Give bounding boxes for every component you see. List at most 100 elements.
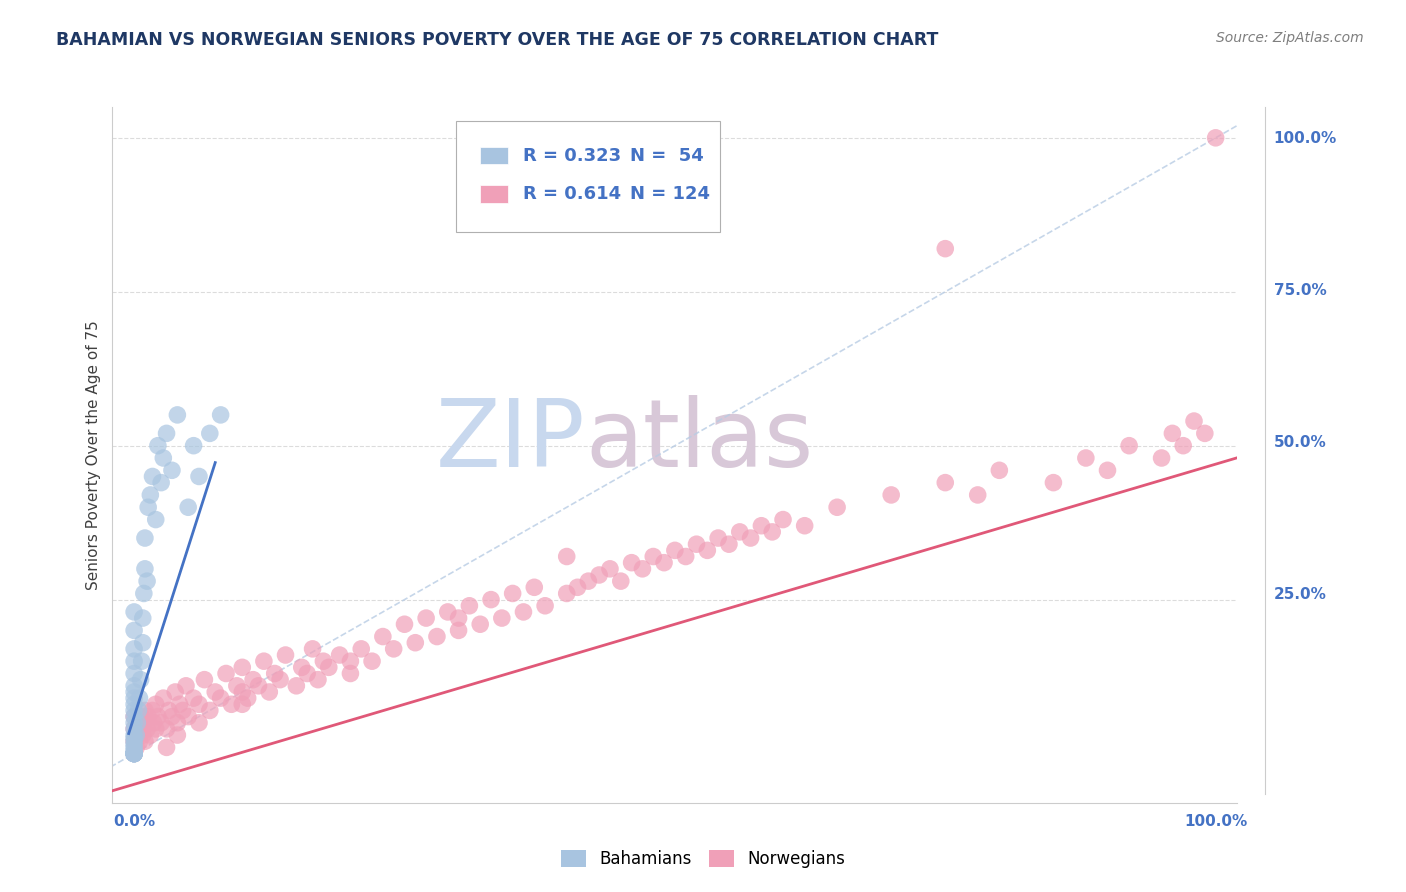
Point xyxy=(583,592,606,607)
Point xyxy=(222,702,245,716)
Point xyxy=(783,525,806,540)
Point xyxy=(204,696,226,710)
Point xyxy=(214,683,236,698)
Point xyxy=(499,605,522,619)
Point xyxy=(186,738,208,752)
FancyBboxPatch shape xyxy=(531,185,560,202)
Point xyxy=(217,732,239,747)
Point xyxy=(657,568,679,582)
Point xyxy=(468,605,491,619)
Point xyxy=(437,635,460,649)
Point xyxy=(188,707,211,722)
Point xyxy=(290,690,312,704)
Point xyxy=(207,714,229,728)
Point xyxy=(307,672,329,686)
Point xyxy=(253,665,276,680)
Point xyxy=(395,647,418,661)
Point xyxy=(804,519,827,533)
Text: BAHAMIAN VS NORWEGIAN SENIORS POVERTY OVER THE AGE OF 75 CORRELATION CHART: BAHAMIAN VS NORWEGIAN SENIORS POVERTY OV… xyxy=(56,31,939,49)
Point xyxy=(678,556,700,570)
Point xyxy=(207,690,229,704)
Point xyxy=(264,677,287,691)
Point xyxy=(489,599,512,613)
Text: N =  54: N = 54 xyxy=(678,146,751,164)
Point xyxy=(347,653,370,667)
Point xyxy=(186,714,208,728)
Point xyxy=(186,616,208,631)
Point xyxy=(316,677,339,691)
Text: R = 0.614: R = 0.614 xyxy=(574,184,672,202)
Point xyxy=(195,707,218,722)
Point xyxy=(187,720,209,734)
Point xyxy=(270,404,292,418)
Point xyxy=(720,543,742,558)
FancyBboxPatch shape xyxy=(531,146,560,164)
Point xyxy=(709,538,731,552)
Point xyxy=(186,714,208,728)
Point xyxy=(636,562,658,576)
Point xyxy=(249,690,271,704)
Point xyxy=(186,677,208,691)
Point xyxy=(1223,422,1246,436)
Point xyxy=(228,720,250,734)
Point xyxy=(191,714,214,728)
Point xyxy=(1233,130,1256,145)
Point xyxy=(208,434,231,449)
Point xyxy=(200,702,222,716)
Point xyxy=(280,690,302,704)
Point xyxy=(200,495,222,509)
Point xyxy=(285,672,308,686)
Point xyxy=(1024,458,1046,473)
Point xyxy=(190,707,212,722)
Point xyxy=(741,538,763,552)
Point xyxy=(274,659,297,673)
Point xyxy=(301,665,323,680)
Point xyxy=(1149,434,1171,449)
Point xyxy=(212,471,235,485)
Point xyxy=(395,659,418,673)
Point xyxy=(699,549,721,564)
Point xyxy=(228,404,250,418)
Point xyxy=(195,726,218,740)
Point xyxy=(751,525,773,540)
Point xyxy=(186,729,208,743)
Point xyxy=(259,696,281,710)
Point xyxy=(458,629,481,643)
Point xyxy=(793,513,815,527)
Point xyxy=(405,635,427,649)
Point xyxy=(562,599,585,613)
Point xyxy=(368,647,391,661)
Point xyxy=(510,592,533,607)
Y-axis label: Seniors Poverty Over the Age of 75: Seniors Poverty Over the Age of 75 xyxy=(86,316,101,585)
Point xyxy=(1076,471,1098,485)
Point xyxy=(972,240,994,254)
Point xyxy=(311,647,333,661)
Point xyxy=(249,707,271,722)
Text: atlas: atlas xyxy=(633,391,862,483)
Point xyxy=(186,672,208,686)
Point xyxy=(835,513,858,527)
Text: N = 124: N = 124 xyxy=(678,184,756,202)
Point xyxy=(243,683,266,698)
Point xyxy=(188,720,211,734)
Point xyxy=(730,532,752,546)
Legend: Bahamians, Norwegians: Bahamians, Norwegians xyxy=(554,843,852,875)
Point xyxy=(1212,410,1234,425)
Point xyxy=(1002,483,1025,497)
Point xyxy=(384,640,406,655)
Point xyxy=(605,543,627,558)
Point xyxy=(290,653,312,667)
Point xyxy=(208,702,231,716)
Point xyxy=(212,707,235,722)
Point xyxy=(186,738,208,752)
Point xyxy=(541,605,564,619)
Point xyxy=(194,720,217,734)
Point xyxy=(249,465,271,479)
Point xyxy=(270,683,292,698)
Point xyxy=(920,483,942,497)
Point xyxy=(186,647,208,661)
Text: ZIP: ZIP xyxy=(484,391,633,483)
Point xyxy=(353,659,375,673)
Point xyxy=(186,738,208,752)
Point xyxy=(195,696,218,710)
